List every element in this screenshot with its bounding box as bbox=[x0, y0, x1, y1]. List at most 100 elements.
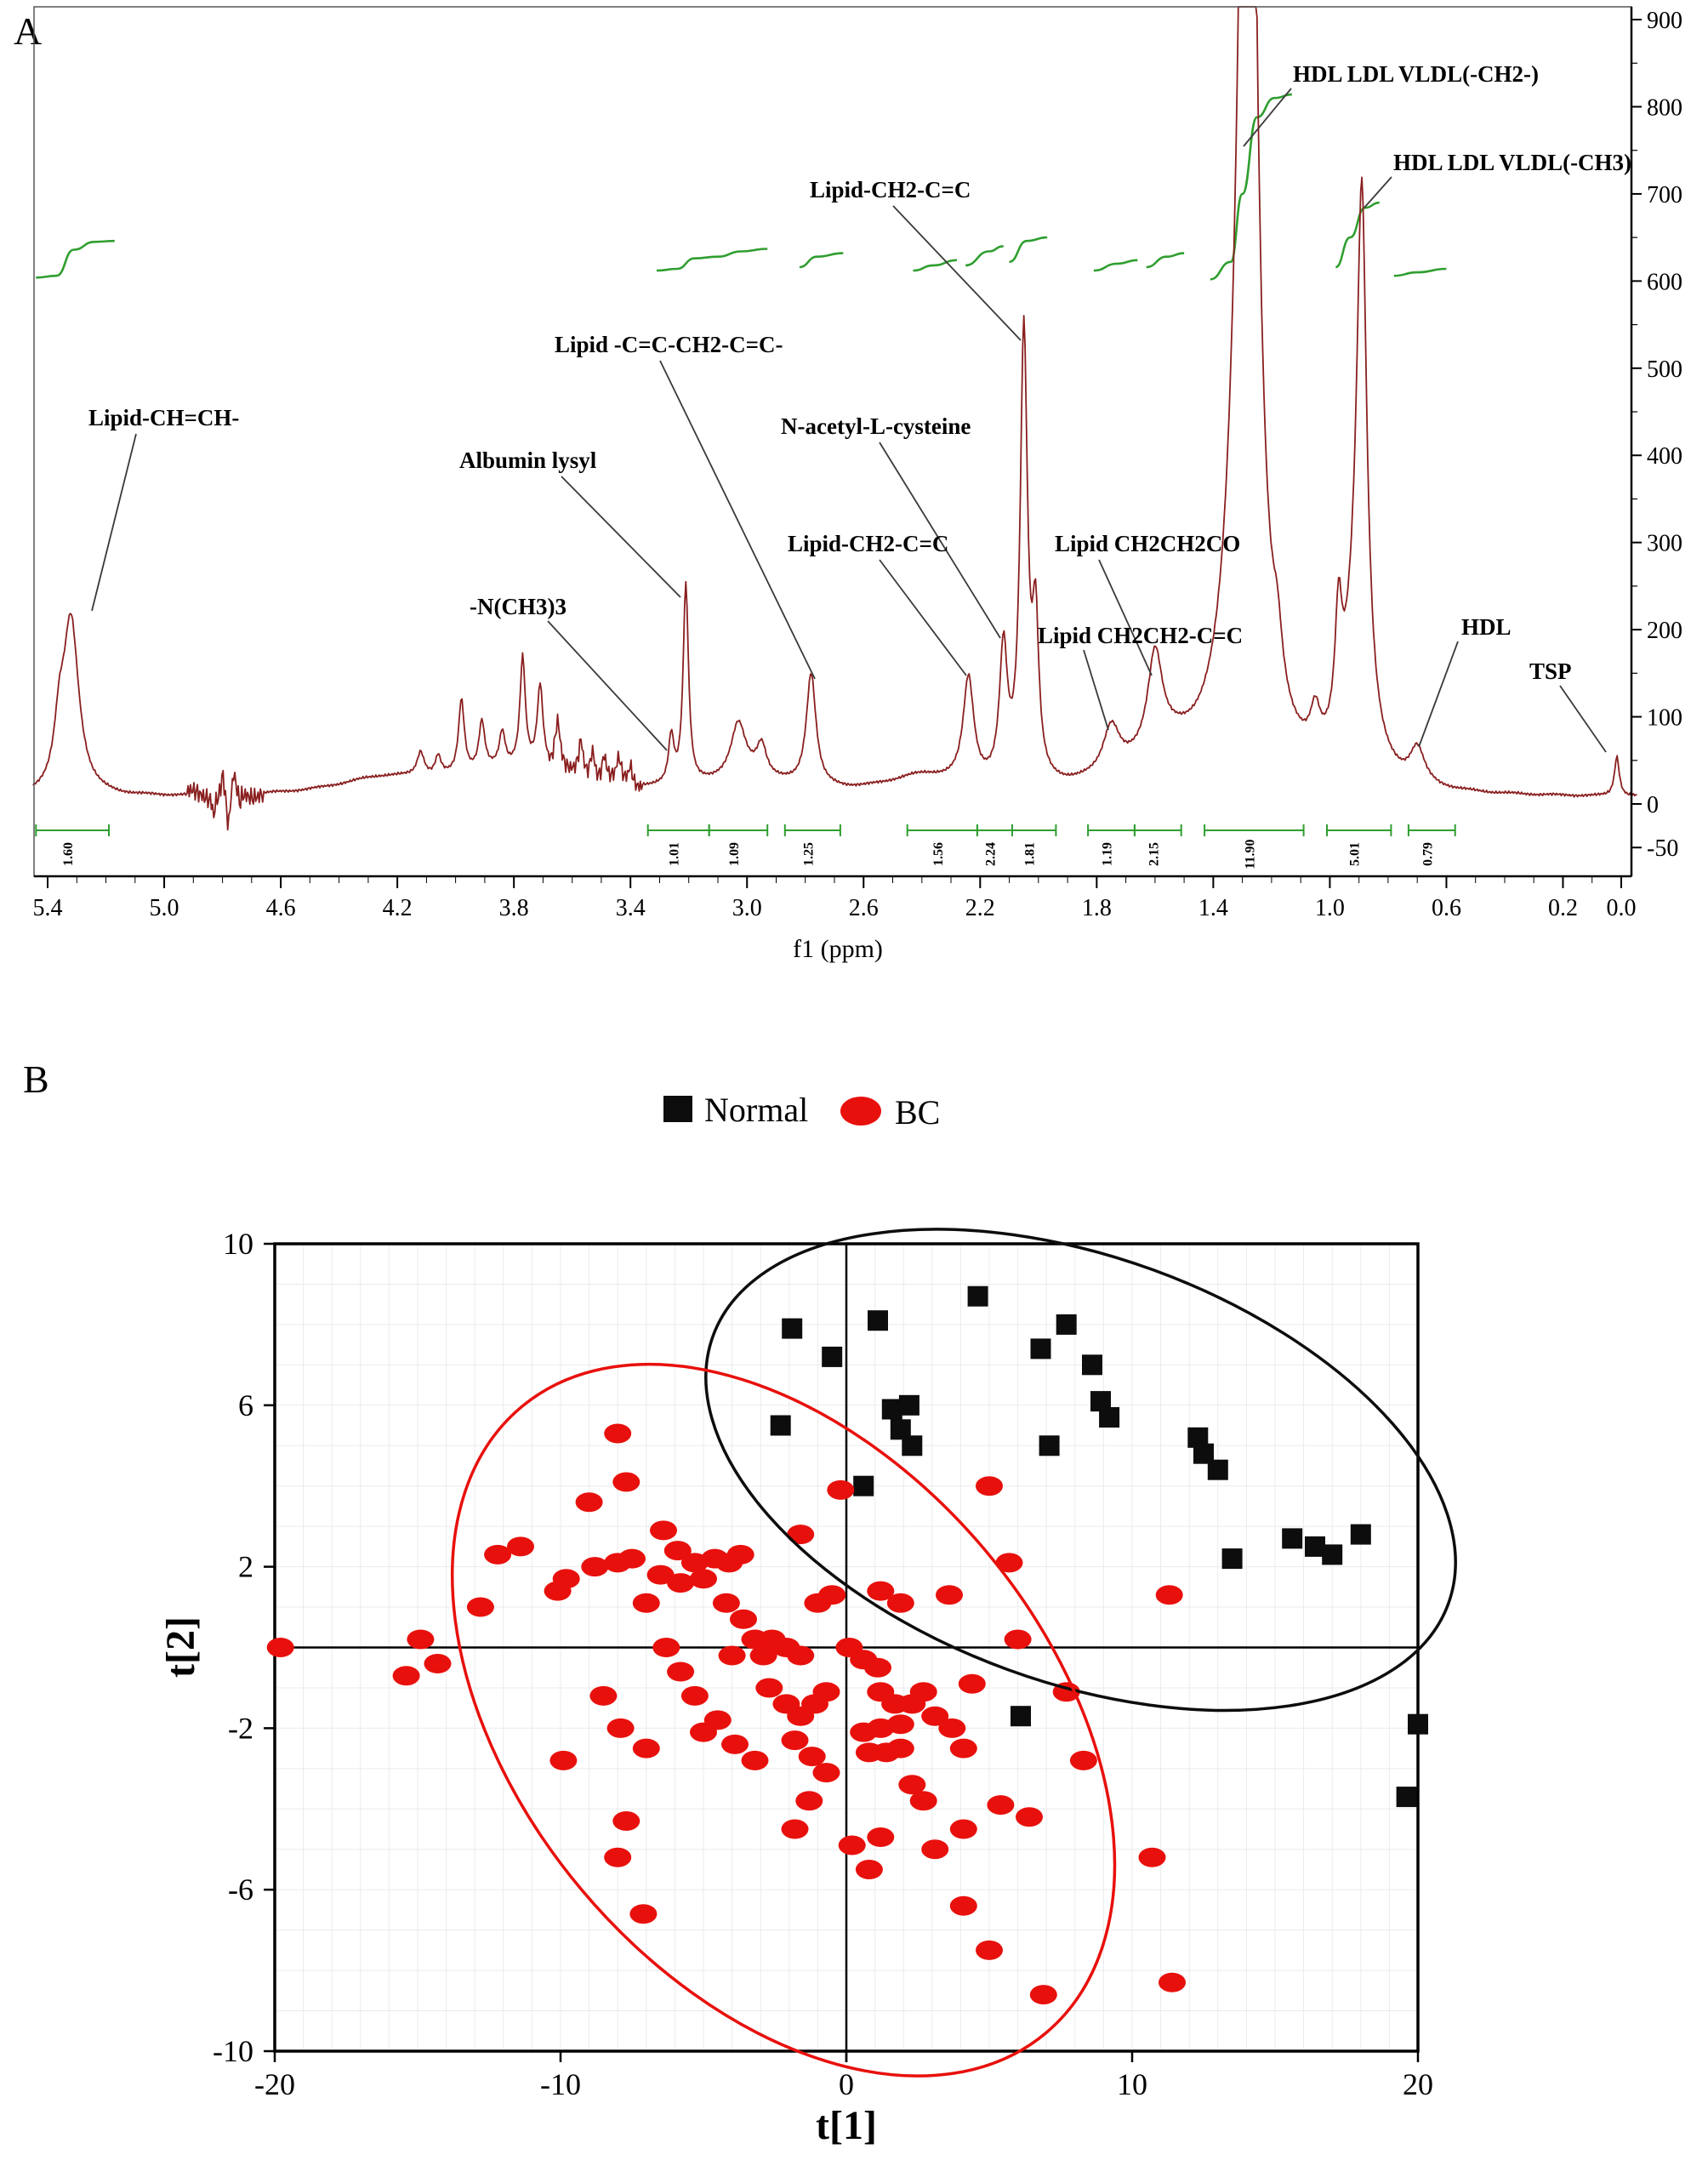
scatter-point-bc bbox=[650, 1520, 677, 1541]
scatter-point-normal bbox=[868, 1310, 888, 1331]
scatter-point-bc bbox=[749, 1645, 777, 1666]
svg-text:10: 10 bbox=[223, 1227, 253, 1261]
scatter-point-normal bbox=[1305, 1536, 1325, 1557]
scores-points bbox=[266, 1285, 1428, 2005]
scatter-point-normal bbox=[1396, 1787, 1417, 1808]
svg-text:Lipid-CH2-C=C: Lipid-CH2-C=C bbox=[810, 177, 971, 202]
group-ellipse-bc bbox=[451, 1362, 1117, 2078]
scatter-point-normal bbox=[1030, 1338, 1051, 1359]
scatter-point-bc bbox=[392, 1666, 420, 1686]
scatter-point-bc bbox=[1016, 1807, 1043, 1827]
nmr-integral-curves bbox=[36, 93, 1447, 281]
scatter-point-bc bbox=[1029, 1985, 1057, 2005]
scatter-point-bc bbox=[798, 1747, 826, 1767]
scatter-point-bc bbox=[629, 1904, 658, 1924]
svg-text:1.19: 1.19 bbox=[1101, 842, 1115, 866]
scatter-point-bc bbox=[1004, 1629, 1032, 1650]
scores-y-axis-title: t[2] bbox=[158, 1616, 203, 1678]
svg-text:0.0: 0.0 bbox=[1607, 895, 1637, 921]
scatter-point-bc bbox=[741, 1750, 769, 1770]
scatter-point-normal bbox=[1056, 1314, 1077, 1335]
scatter-point-bc bbox=[976, 1940, 1003, 1960]
legend-normal-marker bbox=[663, 1096, 692, 1122]
scatter-point-bc bbox=[976, 1476, 1003, 1496]
scatter-point-bc bbox=[886, 1593, 914, 1613]
scatter-point-bc bbox=[898, 1775, 926, 1795]
nmr-spectrum-line bbox=[32, 6, 1637, 831]
svg-text:300: 300 bbox=[1647, 531, 1682, 557]
svg-text:TSP: TSP bbox=[1529, 658, 1572, 684]
scatter-point-bc bbox=[407, 1629, 435, 1650]
svg-text:4.2: 4.2 bbox=[383, 895, 413, 921]
svg-text:2.2: 2.2 bbox=[965, 895, 995, 921]
legend-bc-marker bbox=[840, 1097, 881, 1126]
scatter-point-bc bbox=[812, 1682, 840, 1702]
svg-text:400: 400 bbox=[1647, 443, 1682, 470]
scatter-point-bc bbox=[850, 1722, 878, 1742]
legend-bc-label: BC bbox=[895, 1093, 940, 1131]
nmr-integral-regions: 1.60 1.01 1.09 1.25 1.56 2.24 1.81 1.19 2.15 11.9… bbox=[35, 824, 1456, 869]
scatter-point-bc bbox=[921, 1706, 949, 1726]
svg-text:1.01: 1.01 bbox=[668, 842, 682, 866]
scatter-point-bc bbox=[690, 1569, 717, 1589]
scatter-point-normal bbox=[1207, 1459, 1228, 1480]
svg-text:2.24: 2.24 bbox=[983, 842, 998, 866]
scatter-point-normal bbox=[1221, 1548, 1243, 1570]
scatter-point-bc bbox=[718, 1645, 746, 1666]
svg-text:200: 200 bbox=[1647, 618, 1682, 644]
scatter-point-bc bbox=[958, 1673, 986, 1694]
scatter-point-normal bbox=[967, 1285, 988, 1307]
scatter-point-bc bbox=[1069, 1750, 1097, 1770]
svg-text:-50: -50 bbox=[1647, 835, 1678, 862]
svg-text:N-acetyl-L-cysteine: N-acetyl-L-cysteine bbox=[781, 413, 971, 439]
svg-text:2: 2 bbox=[238, 1550, 253, 1584]
legend-normal-label: Normal bbox=[704, 1091, 808, 1129]
scatter-point-bc bbox=[667, 1662, 695, 1682]
nmr-axes: 900 800 700 600 500 400 300 200 100 0 -50 5.4 5.0 4.6… bbox=[33, 6, 1682, 921]
scatter-point-bc bbox=[652, 1638, 680, 1657]
svg-text:2.15: 2.15 bbox=[1147, 842, 1161, 866]
scatter-point-bc bbox=[787, 1645, 815, 1666]
scatter-point-bc bbox=[949, 1738, 977, 1758]
svg-text:1.8: 1.8 bbox=[1082, 895, 1112, 921]
scatter-point-normal bbox=[770, 1415, 791, 1436]
scatter-point-bc bbox=[867, 1581, 895, 1601]
panel-b-label: B bbox=[23, 1057, 49, 1101]
svg-text:11.90: 11.90 bbox=[1243, 839, 1257, 869]
svg-text:HDL LDL VLDL(-CH2-): HDL LDL VLDL(-CH2-) bbox=[1293, 61, 1539, 87]
scatter-point-bc bbox=[867, 1827, 895, 1847]
scatter-point-bc bbox=[604, 1423, 632, 1444]
scatter-point-bc bbox=[938, 1718, 966, 1738]
scatter-point-bc bbox=[886, 1738, 914, 1758]
scatter-point-normal bbox=[902, 1435, 923, 1456]
scatter-point-bc bbox=[484, 1544, 512, 1565]
svg-text:6: 6 bbox=[238, 1388, 253, 1422]
svg-text:900: 900 bbox=[1647, 8, 1682, 34]
scatter-point-bc bbox=[827, 1479, 855, 1500]
scatter-point-normal bbox=[853, 1475, 874, 1496]
scatter-point-bc bbox=[987, 1795, 1015, 1815]
scatter-point-normal bbox=[1322, 1544, 1343, 1565]
svg-text:Lipid CH2CH2-C=C: Lipid CH2CH2-C=C bbox=[1038, 623, 1243, 648]
svg-text:0.6: 0.6 bbox=[1432, 895, 1461, 921]
svg-text:1.25: 1.25 bbox=[801, 842, 816, 866]
group-ellipse-normal bbox=[704, 1228, 1457, 1713]
scatter-point-bc bbox=[1155, 1585, 1183, 1605]
svg-text:1.4: 1.4 bbox=[1198, 895, 1228, 921]
svg-text:-20: -20 bbox=[254, 2067, 295, 2101]
scatter-point-bc bbox=[632, 1593, 660, 1613]
nmr-spectrum-panel: A 900 800 700 600 500 400 300 200 100 0 -50 5.4 5.0 4… bbox=[14, 6, 1682, 963]
svg-text:0.2: 0.2 bbox=[1548, 895, 1578, 921]
scatter-point-bc bbox=[838, 1835, 866, 1855]
scatter-point-bc bbox=[703, 1710, 732, 1730]
scatter-point-bc bbox=[575, 1492, 603, 1513]
svg-text:1.56: 1.56 bbox=[931, 842, 946, 866]
svg-text:10: 10 bbox=[1117, 2067, 1147, 2101]
svg-text:4.6: 4.6 bbox=[266, 895, 296, 921]
scatter-point-normal bbox=[1282, 1528, 1303, 1549]
svg-text:100: 100 bbox=[1647, 705, 1682, 732]
scatter-point-bc bbox=[726, 1544, 754, 1565]
svg-text:Lipid-CH=CH-: Lipid-CH=CH- bbox=[88, 405, 239, 430]
svg-text:1.81: 1.81 bbox=[1023, 842, 1038, 866]
